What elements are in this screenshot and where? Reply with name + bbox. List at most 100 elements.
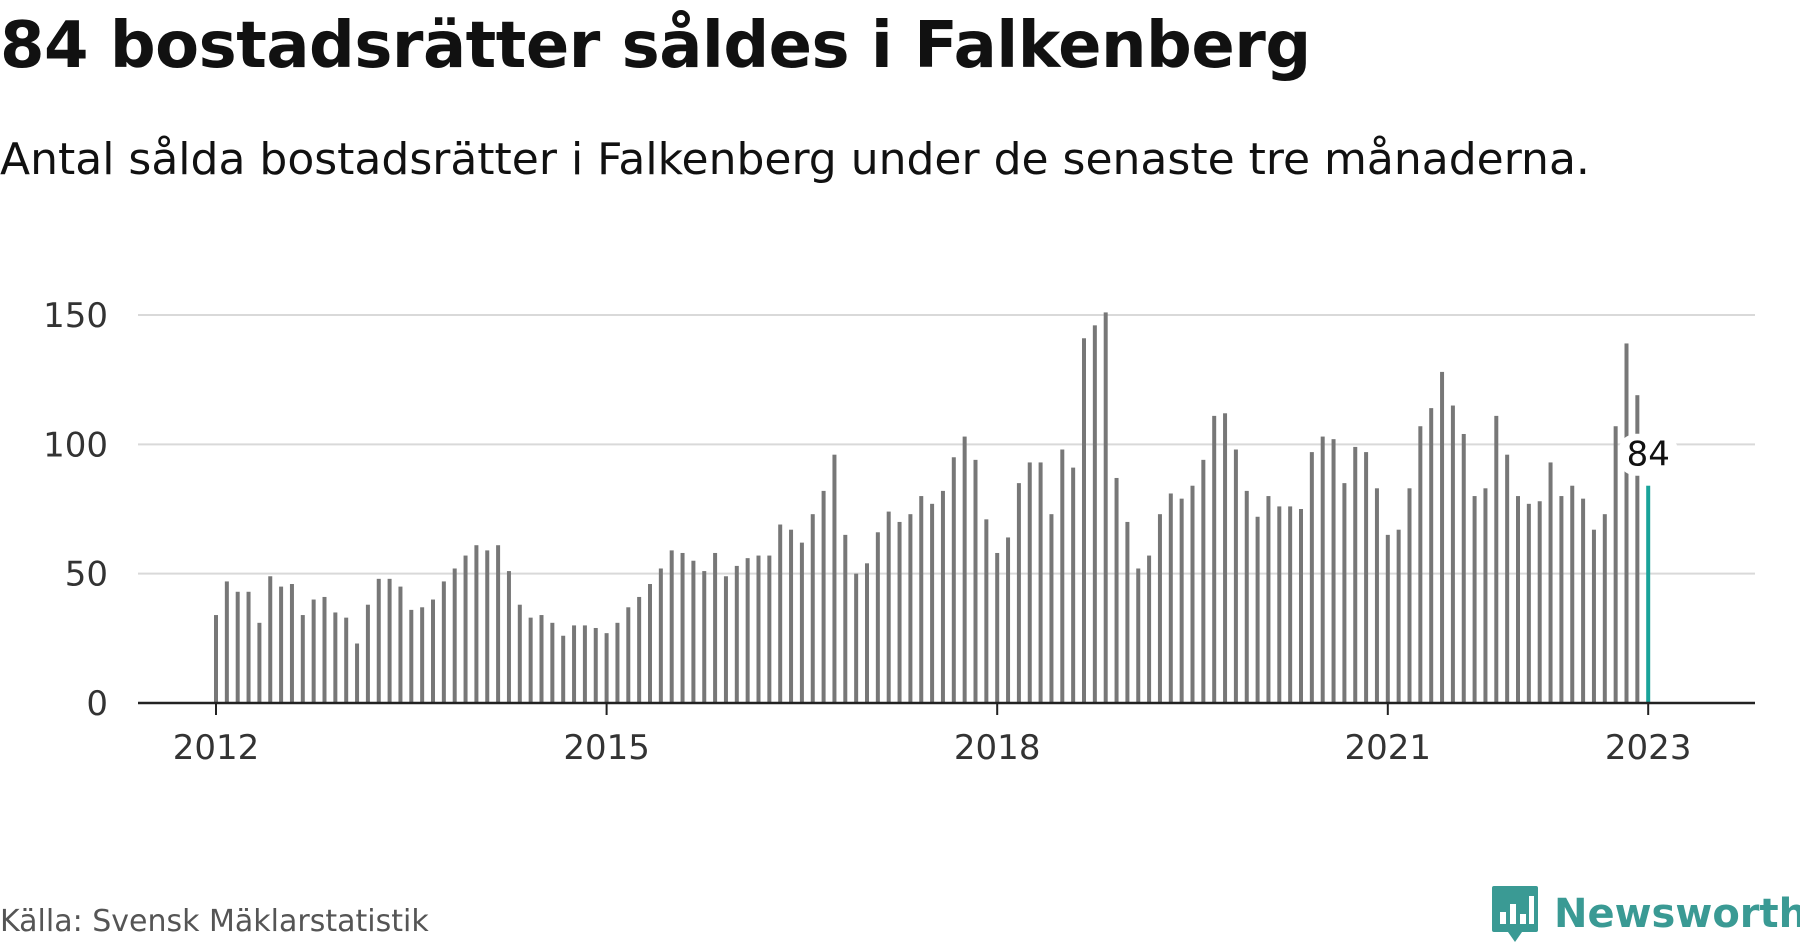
chart-title: 84 bostadsrätter såldes i Falkenberg	[0, 9, 1311, 83]
bar	[962, 436, 967, 703]
bar	[517, 604, 522, 703]
bar	[1288, 506, 1293, 703]
bar	[1613, 426, 1618, 703]
bar	[1505, 454, 1510, 703]
bar	[1136, 568, 1141, 703]
bar	[528, 617, 533, 703]
source-note: Källa: Svensk Mäklarstatistik	[0, 904, 429, 939]
bar	[897, 521, 902, 703]
bar	[1082, 338, 1086, 703]
bar	[1092, 325, 1097, 703]
bar	[593, 627, 598, 703]
bar	[1006, 537, 1011, 703]
bar	[626, 607, 631, 703]
bar	[799, 542, 804, 703]
bar	[865, 563, 869, 703]
bar	[973, 459, 978, 703]
bar	[376, 578, 381, 703]
bar	[1179, 498, 1184, 703]
bar	[1147, 555, 1152, 703]
bar	[1385, 534, 1390, 703]
bar	[951, 457, 956, 703]
bar	[431, 599, 435, 703]
bar	[1418, 426, 1423, 703]
data-label-background	[1618, 433, 1679, 476]
x-tick-label: 2023	[1605, 728, 1692, 768]
brand[interactable]: Newsworthy	[1490, 884, 1800, 944]
bar	[1483, 488, 1488, 703]
x-tick-label: 2018	[954, 728, 1041, 768]
bar	[355, 643, 360, 703]
bar	[1374, 488, 1379, 703]
bar	[1114, 477, 1119, 703]
bar	[485, 550, 490, 703]
bar	[930, 503, 935, 703]
bar	[1602, 514, 1607, 703]
bar	[1190, 485, 1195, 703]
bar	[539, 615, 544, 703]
bar	[648, 584, 652, 703]
bar	[658, 568, 663, 703]
bar	[365, 604, 370, 703]
bar	[669, 550, 674, 703]
bar	[1516, 496, 1520, 703]
bar	[506, 571, 511, 703]
bar	[452, 568, 457, 703]
data-label: 84	[1627, 435, 1670, 475]
x-tick-label: 2015	[563, 728, 650, 768]
bar	[224, 581, 229, 703]
bar	[333, 612, 338, 703]
x-axis-ticks: 2012 2015 2018 2021 2023	[173, 703, 1692, 768]
bar	[1244, 490, 1249, 703]
bar	[713, 552, 718, 703]
brand-name: Newsworthy	[1554, 891, 1800, 937]
bar	[810, 514, 815, 703]
bar	[441, 581, 446, 703]
bar	[789, 529, 794, 703]
bar	[1353, 446, 1358, 703]
bar	[1027, 462, 1032, 703]
bar	[1635, 395, 1640, 703]
bar	[387, 578, 392, 703]
bars	[214, 312, 1651, 703]
bar	[1157, 514, 1162, 703]
bar	[1223, 413, 1228, 703]
bar	[1125, 521, 1130, 703]
bar	[1201, 459, 1206, 703]
bar	[300, 615, 305, 703]
y-tick-label: 150	[43, 296, 108, 336]
bar	[1570, 485, 1575, 703]
bar	[1016, 483, 1021, 703]
bar	[615, 622, 620, 703]
bar	[1396, 529, 1401, 703]
bar	[1309, 452, 1314, 703]
bar	[582, 625, 587, 703]
bar	[1233, 449, 1238, 703]
bar	[1440, 371, 1445, 703]
bar	[268, 576, 273, 703]
y-axis-ticks: 0 50 100 150	[43, 296, 108, 724]
bar	[289, 584, 294, 703]
bar	[1103, 312, 1108, 703]
bar	[984, 519, 989, 703]
bar	[235, 591, 240, 703]
bar	[995, 552, 1000, 703]
bar	[1461, 433, 1466, 703]
bar	[1624, 343, 1629, 703]
bar	[778, 524, 783, 703]
bar	[1364, 452, 1369, 703]
bar	[1277, 506, 1282, 703]
bar	[496, 545, 501, 703]
bar	[1168, 493, 1173, 703]
y-tick-label: 50	[65, 555, 108, 595]
bar	[1342, 483, 1347, 703]
bar	[1212, 415, 1217, 703]
y-tick-label: 100	[43, 425, 108, 465]
chart-subtitle: Antal sålda bostadsrätter i Falkenberg u…	[0, 134, 1590, 185]
bar	[322, 596, 327, 703]
bar	[550, 622, 555, 703]
newsworthy-logo-icon	[1492, 886, 1538, 942]
bar	[463, 555, 468, 703]
bar	[1266, 496, 1271, 703]
bar	[875, 532, 880, 703]
